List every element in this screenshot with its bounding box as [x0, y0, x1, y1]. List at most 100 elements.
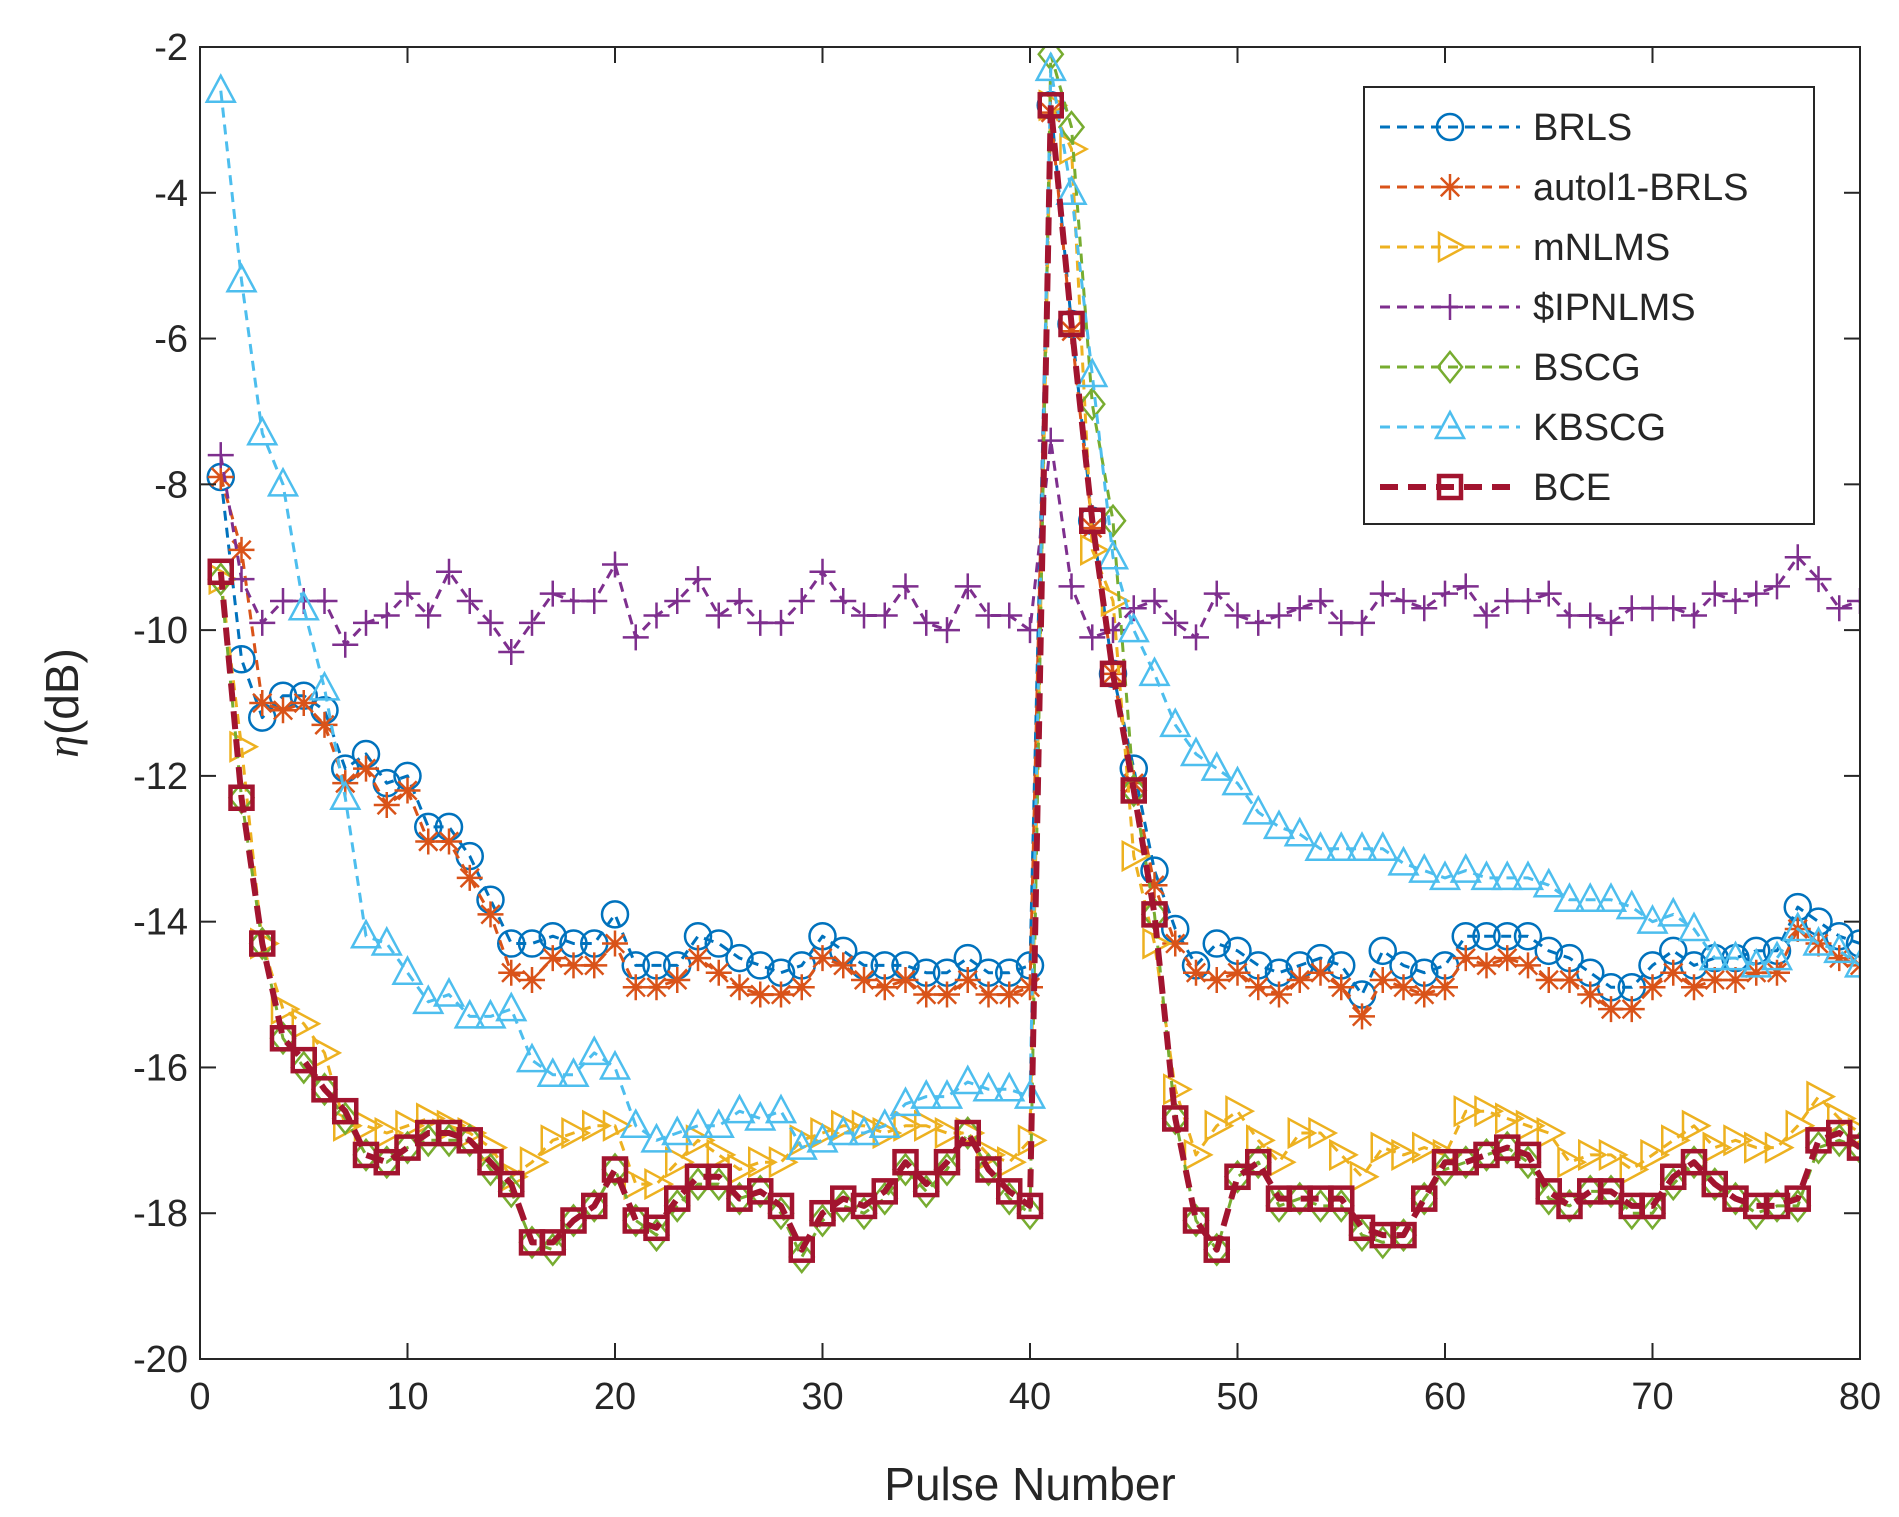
- y-tick-label: -6: [154, 319, 188, 361]
- data-point: [1827, 1102, 1857, 1135]
- data-point: [1743, 580, 1770, 607]
- data-point: [1058, 310, 1085, 338]
- data-point: [1013, 1078, 1047, 1109]
- data-point: [353, 1109, 384, 1142]
- data-point: [602, 551, 628, 578]
- data-point: [1387, 845, 1420, 876]
- data-point: [1598, 609, 1624, 636]
- data-point: [561, 1116, 592, 1150]
- data-point: [249, 690, 276, 716]
- data-point: [891, 1152, 920, 1187]
- data-point: [914, 1109, 944, 1142]
- data-point: [1161, 1101, 1189, 1136]
- data-point: [1349, 1003, 1375, 1030]
- data-point: [1391, 1138, 1422, 1172]
- data-point: [1078, 387, 1106, 422]
- data-point: [1349, 1160, 1380, 1193]
- data-point: [290, 1050, 318, 1085]
- data-point: [497, 1174, 525, 1209]
- data-point: [1412, 1131, 1442, 1164]
- data-point: [1221, 765, 1254, 796]
- legend-entry-BCE: BCE: [1380, 467, 1611, 509]
- data-point: [913, 1170, 940, 1198]
- data-point: [892, 573, 919, 600]
- y-tick-label: -4: [154, 173, 188, 215]
- data-point: [353, 609, 379, 636]
- data-point: [394, 1134, 421, 1161]
- data-point: [1203, 580, 1230, 607]
- data-point: [912, 1174, 940, 1209]
- data-point: [395, 1109, 426, 1142]
- data-point: [1182, 1207, 1210, 1234]
- legend-label: $IPNLMS: [1533, 287, 1696, 329]
- data-point: [1304, 831, 1337, 862]
- data-point: [619, 1108, 652, 1139]
- data-point: [1701, 966, 1728, 993]
- x-tick-label: 70: [1631, 1376, 1673, 1418]
- y-tick-label: -8: [154, 464, 188, 506]
- data-point: [1553, 882, 1586, 913]
- data-point: [1453, 1095, 1484, 1128]
- data-point: [598, 1049, 632, 1080]
- data-point: [1120, 773, 1148, 808]
- data-point: [1366, 831, 1399, 862]
- data-point: [456, 864, 483, 891]
- data-point: [1515, 952, 1541, 979]
- legend: BRLS autol1-BRLS mNLMS $IPNLMS BSCG KBSCG BCE: [1363, 86, 1815, 525]
- data-point: [1121, 839, 1152, 873]
- data-point: [1846, 1134, 1860, 1161]
- data-point: [1532, 867, 1565, 898]
- data-point: [1287, 1116, 1318, 1150]
- data-point: [1515, 1109, 1546, 1142]
- data-point: [1182, 1203, 1210, 1238]
- data-point: [954, 1116, 982, 1151]
- data-point: [1660, 959, 1687, 986]
- data-point: [248, 926, 276, 961]
- data-point: [723, 1093, 756, 1124]
- data-point: [1515, 587, 1541, 614]
- data-point: [788, 587, 815, 614]
- data-point: [311, 587, 338, 614]
- data-point: [830, 952, 857, 979]
- data-point: [415, 828, 442, 855]
- data-point: [1785, 1109, 1816, 1142]
- data-point: [1203, 1232, 1231, 1267]
- data-point: [1722, 587, 1749, 614]
- data-point: [892, 1148, 919, 1176]
- data-point: [432, 976, 466, 1007]
- data-point: [228, 536, 255, 563]
- data-point: [373, 792, 400, 819]
- data-point: [519, 966, 545, 993]
- data-point: [1826, 1119, 1853, 1147]
- data-point: [1577, 602, 1604, 629]
- data-point: [1141, 872, 1168, 899]
- data-point: [1408, 853, 1441, 883]
- data-point: [972, 1071, 1005, 1102]
- data-point: [1556, 966, 1583, 993]
- legend-swatch-marker: [1436, 349, 1464, 385]
- data-point: [1079, 624, 1106, 651]
- data-point: [640, 1122, 673, 1153]
- data-point: [1701, 1170, 1728, 1198]
- y-tick-label: -14: [133, 902, 188, 944]
- data-point: [207, 464, 234, 491]
- data-point: [1283, 816, 1316, 847]
- data-point: [291, 1007, 322, 1040]
- data-point: [246, 415, 279, 446]
- data-point: [1079, 507, 1106, 535]
- data-point: [311, 711, 338, 738]
- data-point: [889, 1086, 922, 1117]
- data-point: [225, 262, 258, 293]
- data-point: [702, 1108, 735, 1139]
- data-point: [661, 1115, 694, 1146]
- data-point: [498, 638, 525, 665]
- data-point: [1744, 1131, 1774, 1164]
- data-point: [810, 1116, 841, 1150]
- data-point: [1594, 882, 1628, 913]
- data-point: [1470, 860, 1503, 891]
- data-point: [539, 1229, 566, 1256]
- data-point: [1657, 896, 1690, 927]
- data-point: [744, 1100, 777, 1131]
- data-point: [704, 929, 733, 958]
- data-point: [1781, 911, 1814, 942]
